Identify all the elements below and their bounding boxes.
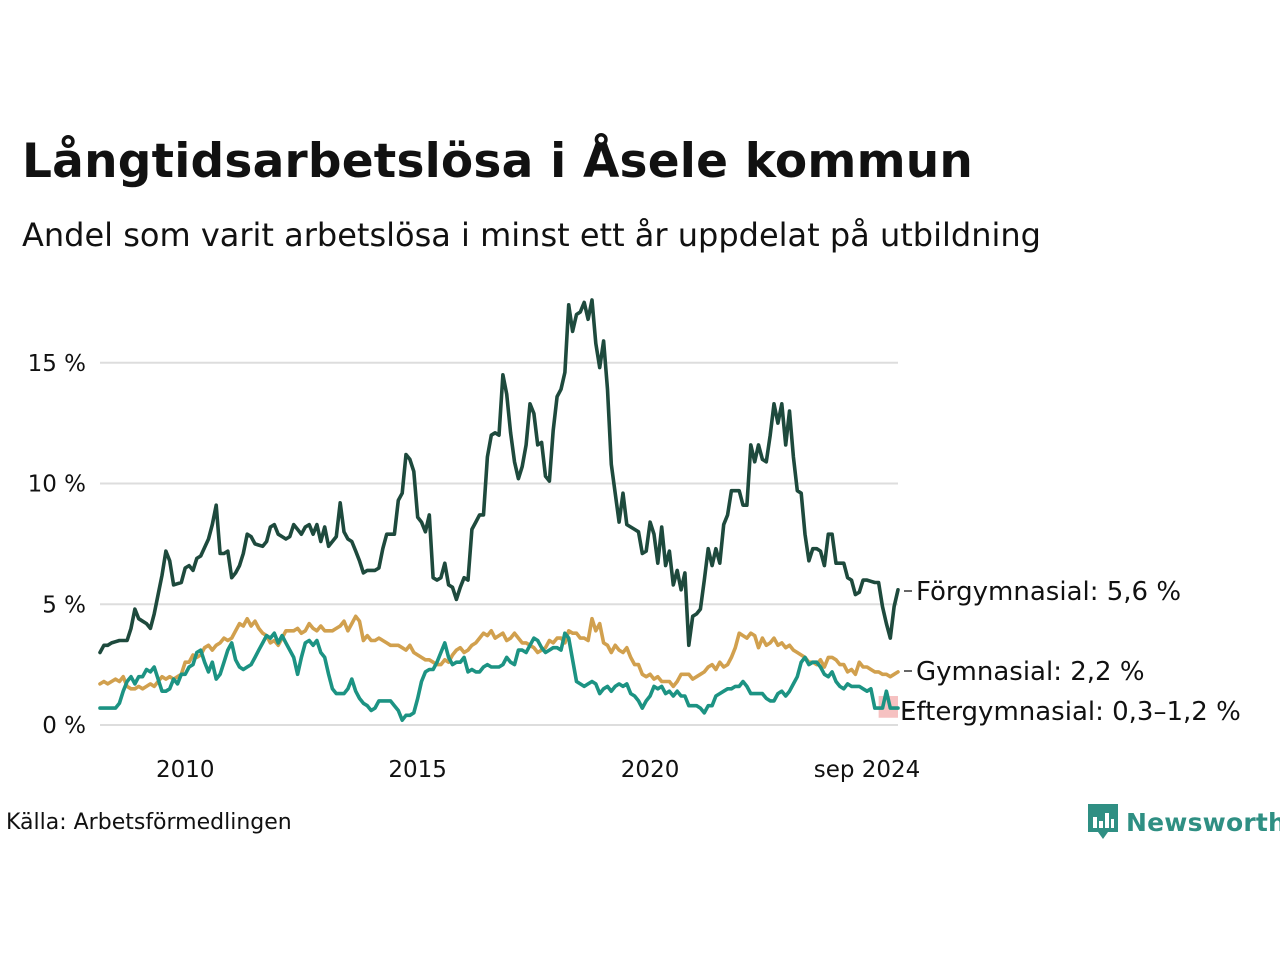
- y-tick-label: 0 %: [42, 713, 86, 739]
- x-tick-label: 2020: [621, 757, 680, 783]
- newsworthy-logo: Newsworthy: [1088, 802, 1280, 842]
- x-tick-label: 2010: [156, 757, 215, 783]
- series-end-labels: Förgymnasial: 5,6 % Gymnasial: 2,2 % Efter…: [900, 577, 1241, 727]
- chart-title: Långtidsarbetslösa i Åsele kommun: [22, 134, 974, 189]
- series-line-forgymnasial: [98, 298, 900, 655]
- y-axis-labels: 0 % 5 % 10 % 15 %: [28, 351, 86, 739]
- chart-subtitle: Andel som varit arbetslösa i minst ett å…: [22, 216, 1041, 254]
- series-line-gymnasial: [98, 614, 900, 691]
- series-lines: [98, 298, 900, 723]
- y-tick-label: 15 %: [28, 351, 86, 377]
- end-label-eftergymnasial: Eftergymnasial: 0,3–1,2 %: [900, 697, 1241, 727]
- end-label-forgymnasial: Förgymnasial: 5,6 %: [916, 577, 1181, 607]
- y-tick-label: 5 %: [42, 592, 86, 618]
- newsworthy-logo-icon: [1088, 804, 1118, 839]
- x-tick-label: 2015: [388, 757, 447, 783]
- end-label-gymnasial: Gymnasial: 2,2 %: [916, 657, 1145, 687]
- x-axis-labels: 2010 2015 2020 sep 2024: [156, 757, 920, 783]
- line-chart: 0 % 5 % 10 % 15 % 2010 2015 2020 sep 2024 Förg…: [28, 298, 1241, 783]
- source-note: Källa: Arbetsförmedlingen: [6, 810, 292, 835]
- series-line-eftergymnasial: [98, 631, 900, 723]
- grid-lines: [100, 361, 898, 726]
- brand-name: Newsworthy: [1126, 807, 1280, 837]
- x-tick-label: sep 2024: [814, 757, 921, 783]
- y-tick-label: 10 %: [28, 472, 86, 498]
